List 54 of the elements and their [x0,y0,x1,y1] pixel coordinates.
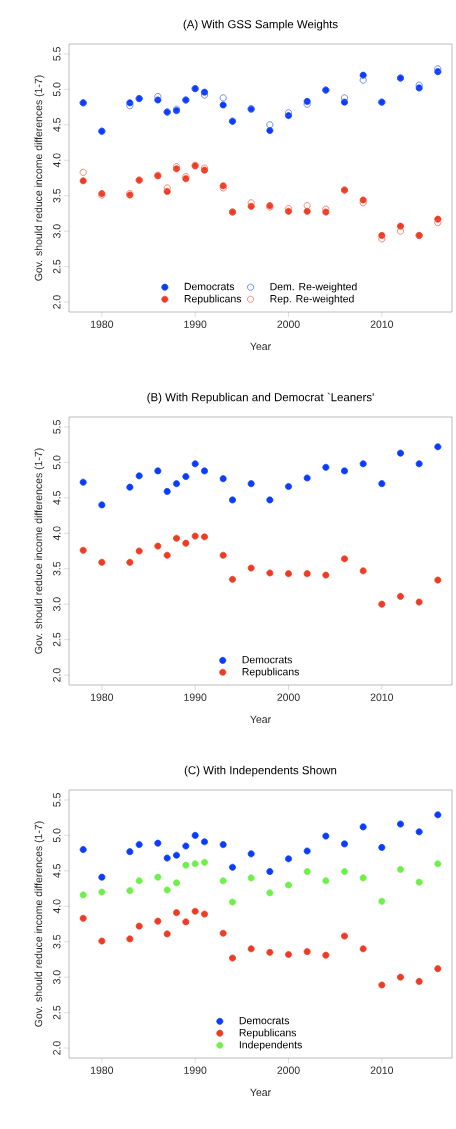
x-tick-label: 1980 [91,1066,114,1074]
x-tick-label: 1990 [184,1066,207,1074]
legend-label: Dem. Re-weighted [270,282,357,293]
y-tick-label: 3.5 [53,188,61,203]
legend-label: Rep. Re-weighted [270,294,354,305]
y-tick-label: 2.5 [53,259,61,274]
x-tick-label: 1980 [91,320,114,328]
x-axis-title: Year [250,715,271,724]
chart-title: (B) With Republican and Democrat `Leaners' [147,392,374,404]
y-tick-label: 5.5 [53,47,61,61]
y-tick-label: 5.0 [53,828,61,843]
y-tick-label: 2.0 [53,295,61,309]
x-tick-label: 2000 [277,1066,300,1074]
legend-label: Democrats [184,282,235,291]
y-tick-label: 2.0 [53,668,61,682]
x-axis-title: Year [250,1088,271,1097]
y-tick-label: 4.0 [53,153,61,168]
x-tick-label: 1990 [184,693,207,701]
y-tick-label: 5.5 [53,793,61,807]
y-tick-label: 3.0 [53,597,61,612]
chart-title: (C) With Independents Shown [184,765,337,777]
legend-label: Republicans [184,294,242,305]
x-tick-label: 2000 [277,320,300,328]
chart-title: (A) With GSS Sample Weights [183,19,338,31]
y-tick-label: 2.0 [53,1041,61,1055]
x-tick-label: 1980 [91,693,114,701]
y-tick-label: 4.5 [53,864,61,878]
legend-label: Democrats [242,656,292,664]
x-axis-title: Year [250,342,271,351]
y-tick-label: 3.5 [53,561,61,576]
y-tick-label: 5.0 [53,455,61,470]
legend-label: Democrats [239,1017,290,1025]
y-tick-label: 4.5 [53,118,61,132]
y-tick-label: 2.5 [53,632,61,647]
legend-label: Republicans [239,1028,297,1039]
y-tick-label: 4.0 [53,526,61,541]
x-tick-label: 2010 [370,320,394,328]
x-tick-label: 2010 [370,1066,394,1074]
y-tick-label: 2.5 [53,1005,61,1020]
y-tick-label: 4.5 [53,491,61,505]
y-tick-label: 3.0 [53,224,61,239]
x-tick-label: 2000 [277,693,300,701]
y-tick-label: 3.0 [53,970,61,985]
x-tick-label: 2010 [370,693,394,701]
y-tick-label: 5.5 [53,420,61,434]
y-tick-label: 4.0 [53,899,61,914]
y-tick-label: 3.5 [53,934,61,949]
y-axis-title: Gov. should reduce income differences (1-7) [34,821,45,1027]
y-axis-title: Gov. should reduce income differences (1-7) [34,448,45,654]
y-tick-label: 5.0 [53,82,61,97]
legend-label: Independents [239,1040,302,1051]
legend-label: Republicans [242,667,299,678]
x-tick-label: 1990 [184,320,207,328]
y-axis-title: Gov. should reduce income differences (1-7) [34,75,45,281]
